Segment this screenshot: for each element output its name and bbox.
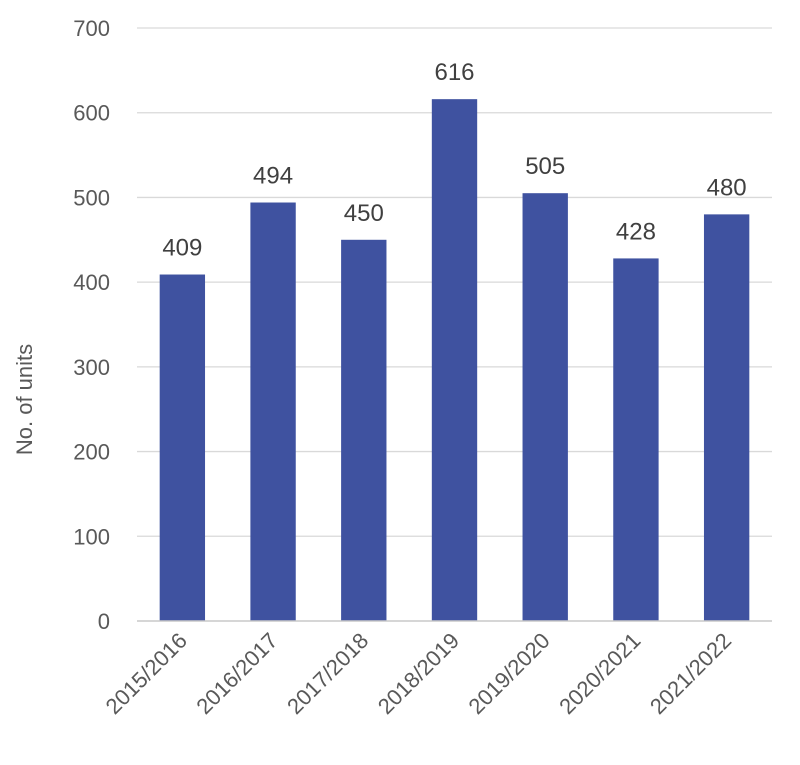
x-tick-label-2017/2018: 2017/2018 <box>282 628 373 719</box>
y-tick-label-600: 600 <box>73 101 110 126</box>
data-label-2019/2020: 505 <box>525 153 565 180</box>
y-tick-label-700: 700 <box>73 16 110 41</box>
y-tick-label-0: 0 <box>98 609 110 634</box>
x-tick-label-2019/2020: 2019/2020 <box>464 628 555 719</box>
x-tick-label-2018/2019: 2018/2019 <box>373 628 464 719</box>
x-tick-label-2021/2022: 2021/2022 <box>645 628 736 719</box>
bar-2016/2017 <box>250 202 296 622</box>
bars <box>159 99 750 622</box>
bar-2018/2019 <box>431 99 478 621</box>
x-tick-label-2016/2017: 2016/2017 <box>191 628 282 719</box>
data-label-2015/2016: 409 <box>162 235 202 262</box>
data-label-2018/2019: 616 <box>434 59 474 86</box>
bar-2020/2021 <box>613 258 659 621</box>
data-label-2016/2017: 494 <box>253 163 293 190</box>
y-axis-title: No. of units <box>12 344 37 455</box>
y-tick-label-500: 500 <box>73 185 110 210</box>
bar-2019/2020 <box>522 193 568 621</box>
x-tick-label-2020/2021: 2020/2021 <box>554 628 645 719</box>
x-tick-label-2015/2016: 2015/2016 <box>101 628 192 719</box>
x-axis-tick-labels: 2015/2016 2016/2017 2017/2018 2018/2019 2019… <box>101 628 737 719</box>
data-labels: 409 494 450 616 505 428 480 <box>162 59 746 261</box>
data-label-2020/2021: 428 <box>616 218 656 245</box>
y-tick-label-400: 400 <box>73 270 110 295</box>
data-label-2021/2022: 480 <box>707 174 747 201</box>
y-tick-label-200: 200 <box>73 440 110 465</box>
data-label-2017/2018: 450 <box>344 200 384 227</box>
bar-2021/2022 <box>703 214 750 621</box>
bar-2017/2018 <box>341 239 387 622</box>
y-axis-tick-labels: 0 100 200 300 400 500 600 700 <box>73 16 110 634</box>
y-tick-label-100: 100 <box>73 524 110 549</box>
bar-2015/2016 <box>159 274 206 621</box>
y-tick-label-300: 300 <box>73 355 110 380</box>
